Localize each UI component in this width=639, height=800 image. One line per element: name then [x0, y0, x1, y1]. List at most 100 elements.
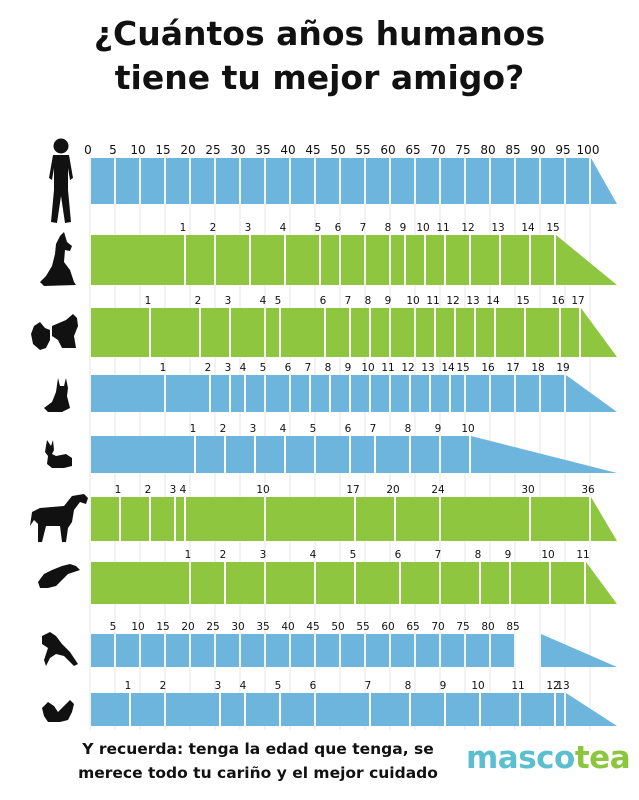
bar-segment — [371, 375, 389, 412]
bar-segment — [281, 308, 324, 357]
bar-segment — [266, 497, 354, 541]
age-label: 50 — [330, 143, 345, 157]
age-label: 55 — [355, 143, 370, 157]
bar-segment — [91, 158, 114, 204]
bar-segment — [416, 158, 439, 204]
bar-segment — [441, 158, 464, 204]
age-label: 90 — [530, 143, 545, 157]
age-label: 13 — [556, 680, 569, 692]
bar-segment — [416, 308, 434, 357]
bar-segment — [141, 158, 164, 204]
bar-segment — [441, 497, 529, 541]
bar-segment — [326, 308, 349, 357]
cat-icon — [44, 378, 70, 412]
bar-segment — [191, 562, 224, 604]
bar-segment — [391, 375, 409, 412]
age-label: 6 — [320, 295, 327, 307]
bar-segment — [186, 235, 214, 285]
bar-segment — [441, 436, 469, 473]
bar-segment — [411, 693, 444, 726]
age-label: 3 — [250, 423, 257, 435]
bar-tail — [581, 308, 617, 357]
row-dog: 1 2 3 4 5 6 7 8 9 10 11 12 13 14 15 — [91, 222, 617, 285]
age-label: 70 — [430, 143, 445, 157]
age-label: 30 — [231, 621, 244, 633]
age-label: 9 — [440, 680, 447, 692]
bar-segment — [281, 693, 314, 726]
bar-segment — [91, 634, 114, 667]
bar-segment — [356, 497, 394, 541]
age-label: 10 — [461, 423, 474, 435]
age-label: 14 — [486, 295, 500, 307]
bar-tail — [566, 693, 617, 726]
bar-segment — [291, 158, 314, 204]
ferret-icon — [38, 564, 80, 588]
age-label: 3 — [215, 680, 222, 692]
age-label: 4 — [280, 423, 287, 435]
bar-segment — [246, 375, 264, 412]
bar-segment — [241, 634, 264, 667]
age-label: 9 — [345, 362, 352, 374]
age-label: 5 — [275, 680, 282, 692]
bar-segment — [401, 562, 439, 604]
age-label: 3 — [170, 484, 177, 496]
bar-segment — [441, 562, 479, 604]
rabbit-icon — [45, 440, 72, 468]
bar-segment — [366, 158, 389, 204]
bar-tail — [591, 497, 617, 541]
bar-segment — [541, 158, 564, 204]
age-label: 15 — [546, 222, 559, 234]
age-label: 10 — [256, 484, 269, 496]
age-label: 14 — [441, 362, 455, 374]
bar-segment — [396, 497, 439, 541]
row-parrot: 5 10 15 20 25 30 35 40 45 50 55 60 65 70 75 80 85 — [91, 621, 617, 667]
age-label: 55 — [356, 621, 369, 633]
bar-segment — [291, 634, 314, 667]
bar-segment — [226, 436, 254, 473]
bar-segment — [411, 436, 439, 473]
age-label: 5 — [275, 295, 282, 307]
bar-segment — [216, 158, 239, 204]
age-label: 11 — [426, 295, 439, 307]
age-label: 65 — [405, 143, 420, 157]
bar-segment — [316, 436, 349, 473]
bar-segment — [341, 634, 364, 667]
bar-segment — [166, 634, 189, 667]
bar-segment — [121, 497, 149, 541]
bar-segment — [251, 235, 284, 285]
age-label: 24 — [431, 484, 445, 496]
bar-segment — [186, 497, 264, 541]
age-label: 20 — [181, 621, 194, 633]
age-label: 65 — [406, 621, 419, 633]
age-label: 95 — [555, 143, 570, 157]
footer-line-2: merece todo tu cariño y el mejor cuidado — [78, 764, 438, 782]
age-label: 11 — [381, 362, 394, 374]
age-label: 5 — [110, 621, 117, 633]
bar-tail — [471, 436, 617, 473]
bar-segment — [481, 562, 509, 604]
age-label: 7 — [365, 680, 372, 692]
age-label: 9 — [435, 423, 442, 435]
bar-segment — [91, 693, 129, 726]
bar-segment — [166, 693, 219, 726]
age-label: 11 — [576, 549, 589, 561]
bar-segment — [91, 562, 189, 604]
bar-segment — [266, 158, 289, 204]
age-label: 100 — [577, 143, 600, 157]
bar-segment — [366, 235, 389, 285]
bar-segment — [131, 693, 164, 726]
age-label: 12 — [546, 680, 559, 692]
age-label: 10 — [131, 621, 144, 633]
age-label: 8 — [405, 680, 412, 692]
age-label: 75 — [456, 621, 469, 633]
bar-segment — [436, 308, 454, 357]
brand-logo[interactable]: mascotea — [466, 740, 631, 776]
bar-segment — [316, 693, 369, 726]
row-rabbit: 1 2 3 4 5 6 7 8 9 10 — [91, 423, 617, 473]
title-line-2: tiene tu mejor amigo? — [114, 58, 525, 97]
age-label: 12 — [401, 362, 414, 374]
bar-segment — [266, 562, 314, 604]
age-label: 8 — [325, 362, 332, 374]
bar-tail — [586, 562, 617, 604]
age-label: 5 — [109, 143, 117, 157]
